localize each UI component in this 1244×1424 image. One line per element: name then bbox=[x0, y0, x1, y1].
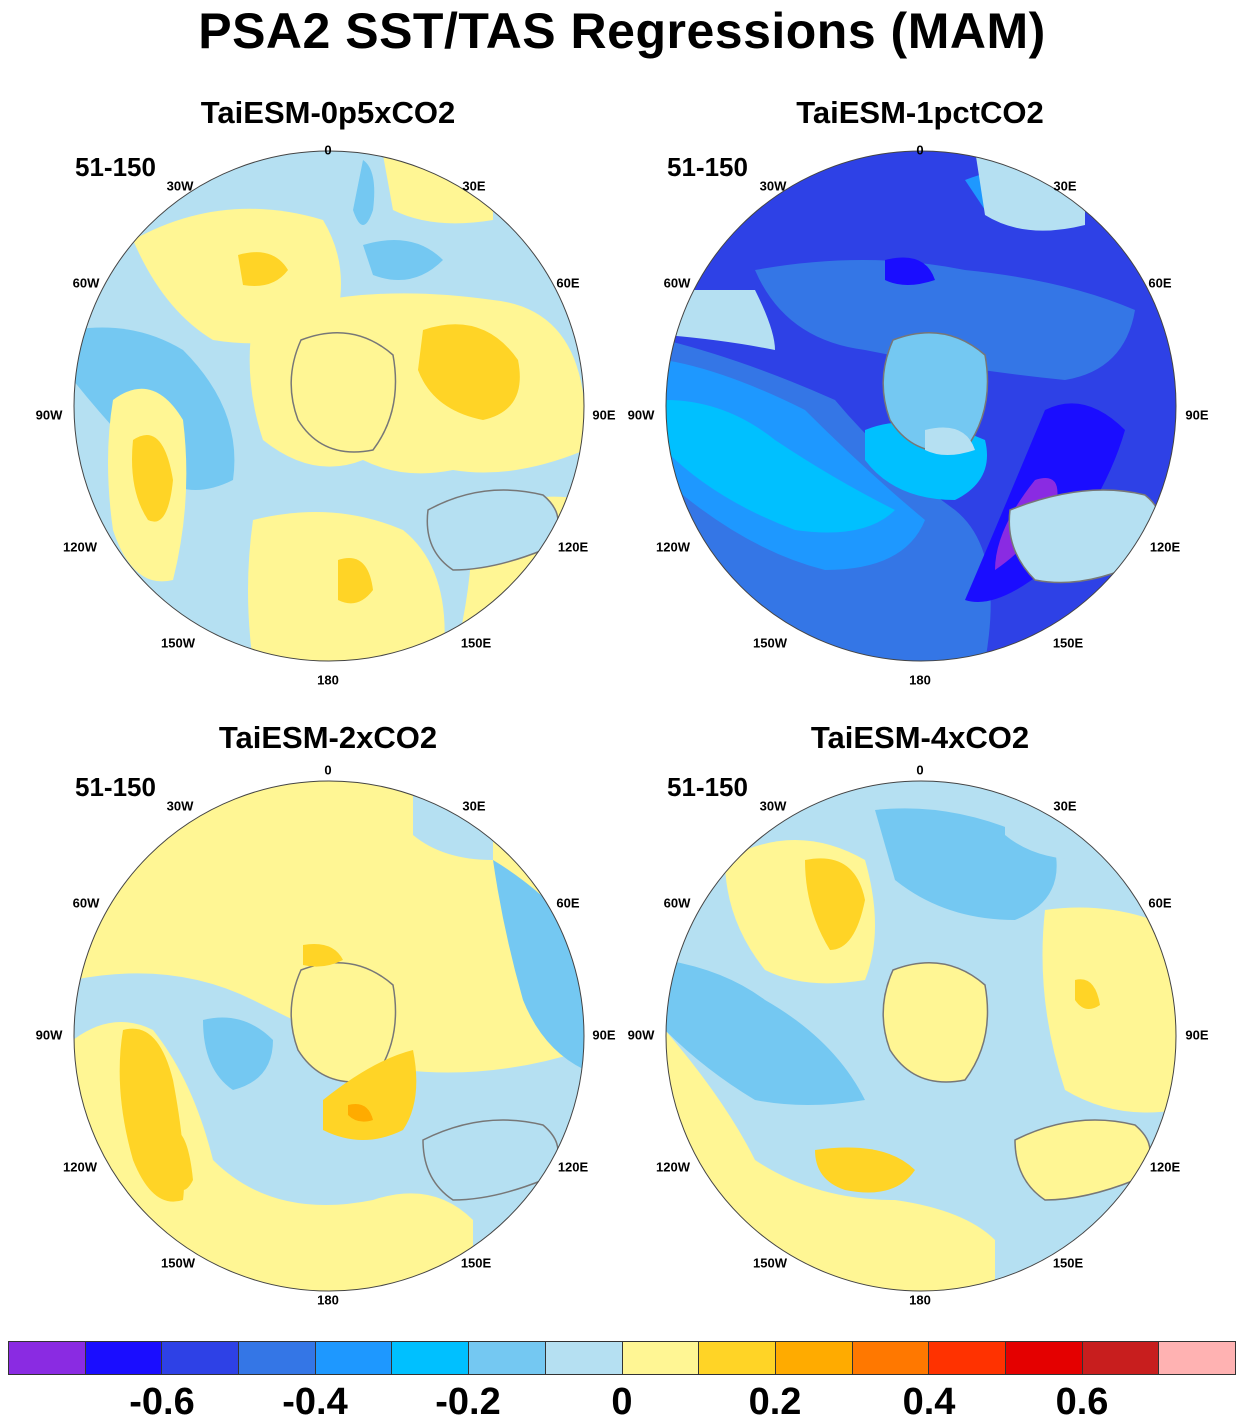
lon-label-30w: 30W bbox=[166, 798, 194, 814]
lon-label-150e: 150E bbox=[1052, 1255, 1084, 1271]
polar-map-1pctco2 bbox=[665, 150, 1177, 662]
panel-title-2xco2: TaiESM-2xCO2 bbox=[218, 720, 438, 755]
colorbar-box-6 bbox=[469, 1342, 546, 1374]
lon-label-30e: 30E bbox=[462, 798, 486, 814]
lon-label-120w: 120W bbox=[656, 1159, 690, 1175]
lon-label-30e: 30E bbox=[1053, 798, 1077, 814]
colorbar-box-4 bbox=[315, 1342, 393, 1374]
lon-label-90e: 90E bbox=[1185, 407, 1209, 423]
lon-label-30e: 30E bbox=[1053, 178, 1077, 194]
lon-label-120w: 120W bbox=[63, 1159, 97, 1175]
colorbar-box-5 bbox=[392, 1342, 470, 1374]
lon-label-180: 180 bbox=[909, 1292, 931, 1308]
lon-label-150e: 150E bbox=[1052, 635, 1084, 651]
lon-label-0: 0 bbox=[324, 142, 332, 158]
lon-label-150w: 150W bbox=[161, 1255, 195, 1271]
figure-title: PSA2 SST/TAS Regressions (MAM) bbox=[198, 3, 1046, 59]
lon-label-60w: 60W bbox=[72, 275, 100, 291]
lon-label-120w: 120W bbox=[63, 539, 97, 555]
colorbar-box-0 bbox=[9, 1342, 86, 1374]
lon-label-90w: 90W bbox=[35, 407, 63, 423]
lon-label-30e: 30E bbox=[462, 178, 486, 194]
panel-period-1pctco2: 51-150 bbox=[667, 152, 748, 182]
lon-label-60w: 60W bbox=[72, 895, 100, 911]
lon-label-0: 0 bbox=[916, 762, 924, 778]
lon-label-60e: 60E bbox=[1148, 895, 1172, 911]
colorbar-box-11 bbox=[852, 1342, 930, 1374]
colorbar-tick-label: -0.4 bbox=[282, 1381, 348, 1423]
lon-label-60e: 60E bbox=[556, 275, 580, 291]
lon-label-90w: 90W bbox=[627, 1027, 655, 1043]
lon-label-150e: 150E bbox=[460, 1255, 492, 1271]
lon-label-150w: 150W bbox=[753, 635, 787, 651]
lon-label-150w: 150W bbox=[161, 635, 195, 651]
colorbar-tick-label: 0 bbox=[611, 1381, 633, 1423]
panel-period-4xco2: 51-150 bbox=[667, 772, 748, 802]
colorbar-tick-label: 0.4 bbox=[902, 1381, 956, 1423]
lon-label-30w: 30W bbox=[759, 798, 787, 814]
colorbar-box-15 bbox=[1159, 1342, 1235, 1374]
lon-label-150e: 150E bbox=[460, 635, 492, 651]
lon-label-120w: 120W bbox=[656, 539, 690, 555]
lon-label-0: 0 bbox=[324, 762, 332, 778]
lon-label-90w: 90W bbox=[35, 1027, 63, 1043]
lon-label-30w: 30W bbox=[166, 178, 194, 194]
lon-label-180: 180 bbox=[909, 672, 931, 688]
colorbar-tick-label: 0.2 bbox=[748, 1381, 802, 1423]
polar-map-0p5xco2 bbox=[73, 150, 585, 662]
colorbar-tick-label: 0.6 bbox=[1055, 1381, 1109, 1423]
colorbar-box-8 bbox=[622, 1342, 700, 1374]
lon-label-120e: 120E bbox=[557, 539, 589, 555]
colorbar-tick-label: -0.2 bbox=[435, 1381, 501, 1423]
lon-label-0: 0 bbox=[916, 142, 924, 158]
colorbar-box-2 bbox=[162, 1342, 240, 1374]
panel-title-0p5xco2: TaiESM-0p5xCO2 bbox=[200, 95, 456, 130]
lon-label-60w: 60W bbox=[663, 895, 691, 911]
panel-period-2xco2: 51-150 bbox=[75, 772, 156, 802]
colorbar bbox=[8, 1341, 1236, 1375]
lon-label-60e: 60E bbox=[1148, 275, 1172, 291]
lon-label-30w: 30W bbox=[759, 178, 787, 194]
colorbar-box-1 bbox=[85, 1342, 163, 1374]
polar-map-4xco2 bbox=[665, 780, 1177, 1292]
panel-title-4xco2: TaiESM-4xCO2 bbox=[810, 720, 1030, 755]
lon-label-120e: 120E bbox=[557, 1159, 589, 1175]
colorbar-box-9 bbox=[699, 1342, 776, 1374]
lon-label-90e: 90E bbox=[592, 1027, 616, 1043]
lon-label-90w: 90W bbox=[627, 407, 655, 423]
panel-period-0p5xco2: 51-150 bbox=[75, 152, 156, 182]
lon-label-180: 180 bbox=[317, 1292, 339, 1308]
colorbar-box-12 bbox=[929, 1342, 1006, 1374]
lon-label-180: 180 bbox=[317, 672, 339, 688]
panel-title-1pctco2: TaiESM-1pctCO2 bbox=[796, 95, 1044, 130]
lon-label-90e: 90E bbox=[592, 407, 616, 423]
colorbar-box-10 bbox=[775, 1342, 853, 1374]
lon-label-90e: 90E bbox=[1185, 1027, 1209, 1043]
lon-label-60e: 60E bbox=[556, 895, 580, 911]
colorbar-tick-label: -0.6 bbox=[129, 1381, 195, 1423]
colorbar-box-14 bbox=[1082, 1342, 1160, 1374]
colorbar-box-7 bbox=[545, 1342, 623, 1374]
colorbar-box-13 bbox=[1005, 1342, 1083, 1374]
lon-label-120e: 120E bbox=[1149, 539, 1181, 555]
lon-label-150w: 150W bbox=[753, 1255, 787, 1271]
polar-map-2xco2 bbox=[73, 780, 585, 1292]
lon-label-120e: 120E bbox=[1149, 1159, 1181, 1175]
lon-label-60w: 60W bbox=[663, 275, 691, 291]
colorbar-box-3 bbox=[239, 1342, 316, 1374]
